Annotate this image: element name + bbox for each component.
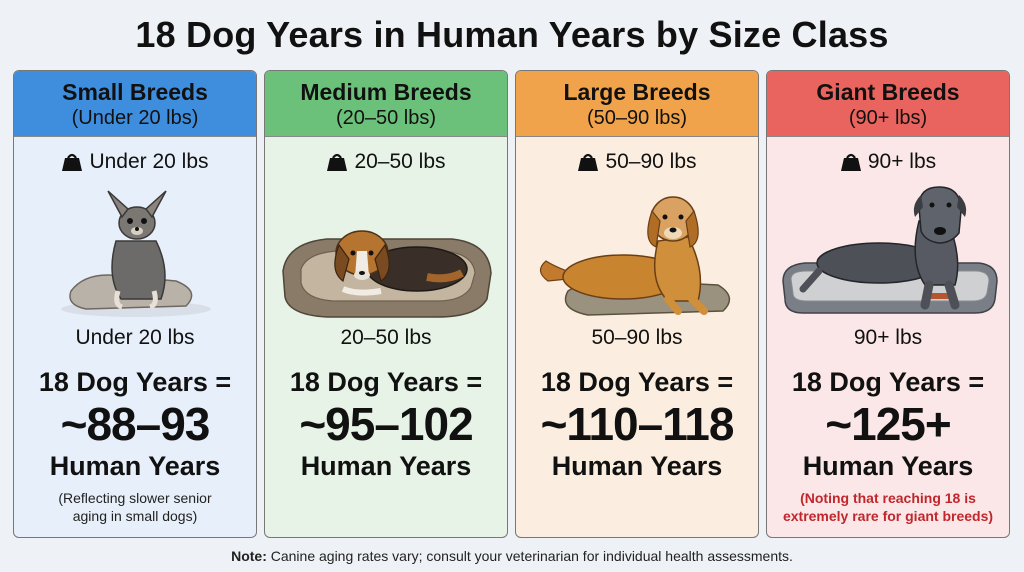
human-years-value: ~125+ [825,398,951,450]
dog-years-equation: 18 Dog Years = [540,367,734,397]
weight-icon [327,153,348,171]
human-years-unit: Human Years [802,451,974,481]
breed-class-name: Medium Breeds [300,79,472,105]
human-years-unit: Human Years [551,451,723,481]
weight-label-row: 50–90 lbs [516,149,758,175]
breed-class-name: Small Breeds [62,79,208,105]
weight-icon [840,153,861,171]
breed-weight-range: (50–90 lbs) [586,107,688,129]
footer-note-text: Canine aging rates vary; consult your ve… [266,548,793,564]
size-class-cards: Small Breeds (Under 20 lbs) Under 20 lbs… [13,70,1012,540]
footer-note: Note: Canine aging rates vary; consult y… [0,548,1024,564]
dog-years-equation: 18 Dog Years = [38,367,232,397]
weight-label-row: Under 20 lbs [14,149,256,175]
dog-years-equation: 18 Dog Years = [791,367,985,397]
weight-caption: 20–50 lbs [340,326,432,349]
weight-label-row: 90+ lbs [767,149,1009,175]
card-small-breeds: Small Breeds (Under 20 lbs) Under 20 lbs… [13,70,257,538]
card-header: Small Breeds (Under 20 lbs) [14,71,256,137]
weight-label: 20–50 lbs [354,150,446,173]
weight-label: 50–90 lbs [605,150,697,173]
breed-class-name: Large Breeds [563,79,711,105]
card-medium-breeds: Medium Breeds (20–50 lbs) 20–50 lbs 20–5… [264,70,508,538]
chihuahua-illustration [61,190,211,317]
footnote-line-2: extremely rare for giant breeds) [782,508,994,524]
dog-years-equation: 18 Dog Years = [289,367,483,397]
human-years-value: ~95–102 [299,398,473,450]
breed-class-name: Giant Breeds [816,79,960,105]
golden-retriever-illustration [539,196,731,316]
card-header: Giant Breeds (90+ lbs) [767,71,1009,137]
footer-note-label: Note: [231,548,267,564]
card-header: Large Breeds (50–90 lbs) [516,71,758,137]
breed-weight-range: (20–50 lbs) [335,107,437,129]
breed-weight-range: (90+ lbs) [848,107,928,129]
card-footnote: (Noting that reaching 18 is extremely ra… [767,489,1009,525]
human-years-unit: Human Years [300,451,472,481]
weight-caption: 50–90 lbs [591,326,683,349]
card-header: Medium Breeds (20–50 lbs) [265,71,507,137]
footnote-line-1: (Reflecting slower senior [58,490,212,506]
card-large-breeds: Large Breeds (50–90 lbs) 50–90 lbs 50–90… [515,70,759,538]
human-years-unit: Human Years [49,451,221,481]
weight-caption: Under 20 lbs [75,326,195,349]
weight-label-row: 20–50 lbs [265,149,507,175]
weight-icon [62,153,83,171]
great-dane-illustration [782,186,998,314]
weight-caption: 90+ lbs [853,326,923,349]
human-years-value: ~110–118 [540,398,735,450]
breed-weight-range: (Under 20 lbs) [71,107,199,129]
footnote-line-1: (Noting that reaching 18 is [800,490,976,506]
human-years-value: ~88–93 [60,398,211,450]
card-footnote: (Reflecting slower senior aging in small… [14,489,256,525]
weight-icon [578,153,599,171]
beagle-illustration [282,230,492,318]
weight-label: 90+ lbs [867,150,937,173]
card-giant-breeds: Giant Breeds (90+ lbs) 90+ lbs 90+ lbs 1… [766,70,1010,538]
page-title: 18 Dog Years in Human Years by Size Clas… [135,14,889,55]
weight-label: Under 20 lbs [89,150,209,173]
footnote-line-2: aging in small dogs) [72,508,198,524]
